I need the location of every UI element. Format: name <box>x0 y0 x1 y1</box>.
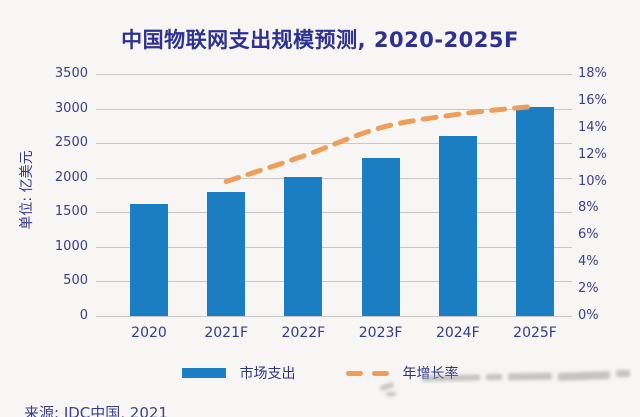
y-left-tick-label: 2500 <box>54 135 88 151</box>
gridline <box>96 316 572 317</box>
y-right-tick-label: 10% <box>578 173 607 189</box>
y-right-tick-label: 2% <box>578 281 599 297</box>
bar-2021F <box>207 191 246 316</box>
y-left-tick-label: 0 <box>79 308 88 323</box>
y-right-tick-label: 4% <box>578 254 599 270</box>
y-right-tick-label: 14% <box>578 119 607 135</box>
dash-icon <box>345 370 363 376</box>
gridline <box>96 281 572 283</box>
y-left-tick-label: 3500 <box>54 66 88 81</box>
y-left-tick-label: 3000 <box>54 100 88 116</box>
x-tick-label: 2025F <box>513 325 557 341</box>
legend-line-label: 年增长率 <box>402 366 459 382</box>
x-tick-label: 2022F <box>281 325 326 341</box>
bar-2024F <box>438 135 477 316</box>
y-right-tick-label: 18% <box>578 66 607 81</box>
y-left-tick-label: 1000 <box>54 238 88 254</box>
x-tick-label: 2023F <box>358 325 403 341</box>
legend-line-swatch <box>345 370 389 376</box>
plot-area <box>96 74 572 317</box>
gridline <box>96 74 572 75</box>
gridline <box>96 108 572 110</box>
y-left-tick-label: 500 <box>63 273 88 289</box>
legend-bar-swatch <box>181 368 226 378</box>
bar-2025F <box>516 107 554 316</box>
x-tick-label: 2024F <box>435 325 480 341</box>
gridline <box>96 246 572 248</box>
y-left-tick-label: 2000 <box>54 169 88 185</box>
y-right-tick-label: 0% <box>578 308 599 323</box>
bar-2023F <box>361 158 400 316</box>
bar-2022F <box>284 177 323 316</box>
legend: 市场支出 年增长率 <box>0 363 640 383</box>
x-tick-label: 2020 <box>131 325 167 341</box>
y-right-tick-label: 8% <box>578 200 599 216</box>
legend-bar-label: 市场支出 <box>239 366 296 382</box>
dash-icon <box>371 370 389 376</box>
growth-rate-line <box>223 103 538 185</box>
y-left-tick-label: 1500 <box>54 204 88 220</box>
source-text: 来源: IDC中国, 2021 <box>24 404 168 417</box>
y-right-tick-label: 12% <box>578 146 607 162</box>
gridline <box>96 177 572 179</box>
chart-title: 中国物联网支出规模预测, 2020-2025F <box>121 28 519 52</box>
gridline <box>96 212 572 214</box>
y-right-tick-label: 16% <box>578 92 607 108</box>
bar-2020 <box>130 203 168 316</box>
x-tick-label: 2021F <box>204 325 249 341</box>
y-right-tick-label: 6% <box>578 227 599 243</box>
